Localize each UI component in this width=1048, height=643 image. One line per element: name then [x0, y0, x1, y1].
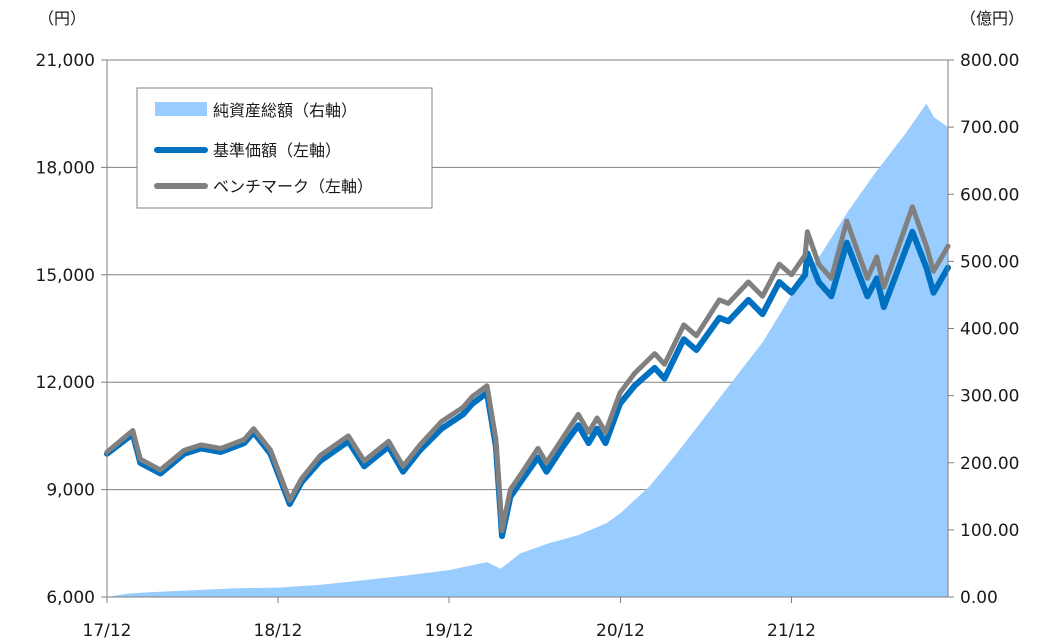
right-y-tick-label: 600.00	[960, 185, 1019, 205]
legend-swatch-net-assets	[155, 102, 207, 116]
right-y-tick-labels: 0.00 100.00 200.00 300.00 400.00 500.00 600.00…	[960, 51, 1019, 608]
x-tick-label: 21/12	[767, 621, 816, 641]
axes	[101, 59, 954, 603]
x-tick-label: 17/12	[83, 621, 132, 641]
legend-label-nav: 基準価額（左軸）	[213, 141, 341, 160]
x-tick-label: 19/12	[425, 621, 474, 641]
right-y-tick-label: 100.00	[960, 521, 1019, 541]
left-y-tick-label: 21,000	[36, 51, 95, 71]
line-layer	[104, 204, 951, 540]
left-y-tick-label: 9,000	[46, 481, 95, 501]
area-layer	[107, 103, 948, 597]
left-y-tick-label: 15,000	[36, 266, 95, 286]
left-y-tick-label: 12,000	[36, 373, 95, 393]
left-y-tick-label: 6,000	[46, 588, 95, 608]
x-tick-label: 20/12	[596, 621, 645, 641]
right-y-tick-label: 400.00	[960, 320, 1019, 340]
legend-label-benchmark: ベンチマーク（左軸）	[213, 177, 373, 196]
x-tick-label: 18/12	[254, 621, 303, 641]
right-y-tick-label: 800.00	[960, 51, 1019, 71]
left-axis-unit-label: （円）	[38, 9, 86, 28]
right-y-tick-label: 300.00	[960, 387, 1019, 407]
right-y-tick-label: 200.00	[960, 454, 1019, 474]
net-assets-area	[107, 103, 948, 597]
benchmark-line	[104, 204, 951, 534]
right-y-tick-label: 500.00	[960, 252, 1019, 272]
legend-label-net-assets: 純資産総額（右軸）	[213, 101, 357, 120]
right-y-tick-label: 0.00	[960, 588, 998, 608]
x-tick-labels: 17/12 18/12 19/12 20/12 21/12	[83, 621, 817, 641]
legend: 純資産総額（右軸） 基準価額（左軸） ベンチマーク（左軸）	[136, 87, 433, 209]
right-y-tick-label: 700.00	[960, 118, 1019, 138]
left-y-tick-label: 18,000	[36, 158, 95, 178]
right-axis-unit-label: （億円）	[960, 9, 1024, 28]
left-y-tick-labels: 6,000 9,000 12,000 15,000 18,000 21,000	[36, 51, 95, 608]
